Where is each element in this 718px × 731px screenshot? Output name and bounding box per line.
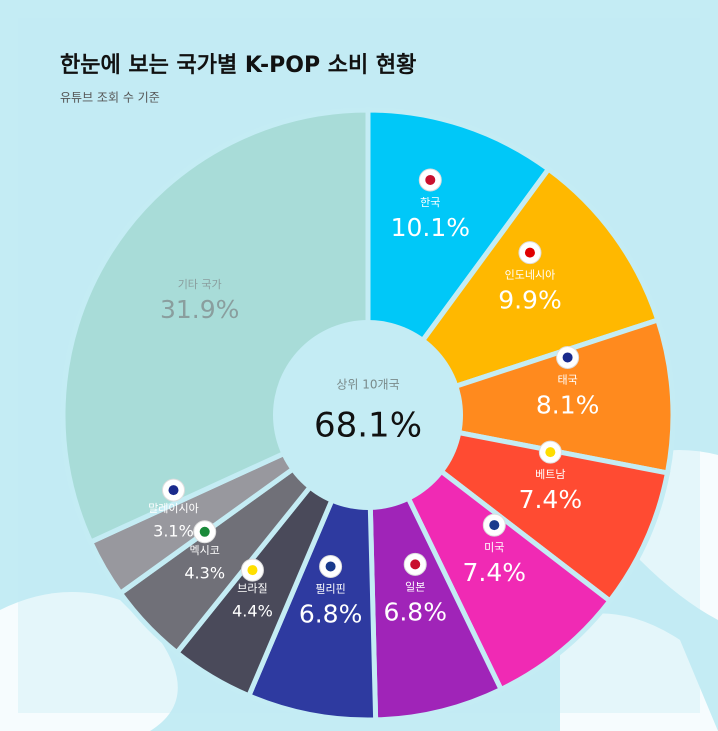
flag-icon-mark: [545, 447, 556, 458]
center-hole: [273, 320, 463, 510]
center-label: 상위 10개국: [336, 378, 399, 392]
slice-value-label: 4.4%: [232, 602, 273, 621]
flag-icon-mark: [325, 561, 336, 572]
chart-title: 한눈에 보는 국가별 K-POP 소비 현황: [60, 53, 416, 78]
slice-category-label: 멕시코: [190, 544, 220, 557]
chart-subtitle: 유튜브 조회 수 기준: [60, 91, 160, 105]
pie-slice: [358, 316, 676, 476]
slice-category-label: 말레이시아: [148, 502, 199, 515]
slice-value-label: 7.4%: [463, 558, 527, 587]
slice-value-label: 10.1%: [391, 213, 470, 242]
map-land: [560, 613, 718, 731]
flag-icon-mark: [199, 526, 210, 537]
map-land: [0, 592, 178, 731]
flag-icon-mark: [168, 485, 179, 496]
slice-value-label: 31.9%: [160, 295, 239, 324]
flag-icon-mark: [562, 352, 573, 363]
slice-category-label: 브라질: [237, 582, 267, 595]
slice-value-label: 4.3%: [184, 563, 225, 582]
pie-slice: [361, 165, 661, 420]
slice-category-label: 태국: [557, 373, 577, 386]
flag-icon-mark: [489, 520, 500, 531]
slice-value-label: 6.8%: [299, 599, 363, 628]
flag-icon-mark: [410, 559, 421, 570]
center-value: 68.1%: [314, 406, 422, 446]
slice-category-label: 인도네시아: [505, 269, 556, 282]
slice-value-label: 6.8%: [383, 597, 447, 626]
slice-value-label: 8.1%: [536, 390, 600, 419]
slice-category-label: 한국: [420, 196, 440, 209]
slice-value-label: 9.9%: [498, 286, 562, 315]
slice-category-label: 미국: [484, 541, 504, 554]
slice-value-label: 7.4%: [519, 485, 583, 514]
slice-category-label: 일본: [405, 579, 425, 593]
slice-value-label: 3.1%: [153, 522, 194, 541]
slice-category-label: 베트남: [535, 468, 565, 481]
flag-icon-mark: [247, 565, 258, 576]
slice-category-label: 기타 국가: [178, 278, 222, 291]
slice-category-label: 필리핀: [315, 582, 345, 595]
flag-icon-mark: [524, 247, 535, 258]
flag-icon-mark: [425, 174, 436, 185]
